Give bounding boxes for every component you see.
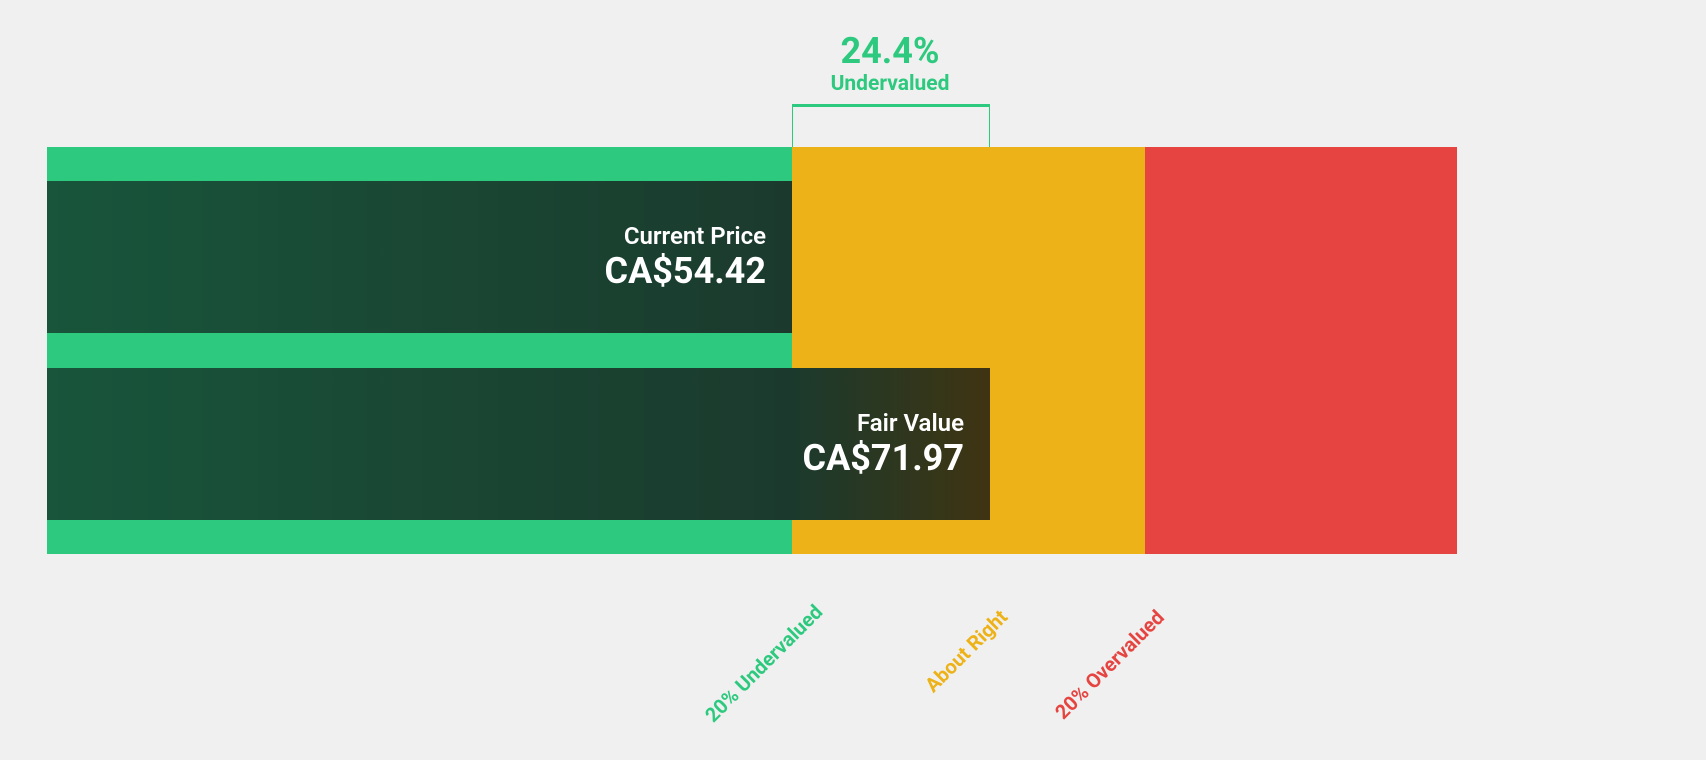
valuation-percent: 24.4% bbox=[831, 30, 950, 72]
valuation-chart: 24.4% Undervalued Current Price CA$54.42… bbox=[0, 0, 1706, 760]
bar-current-price: Current Price CA$54.42 bbox=[47, 181, 792, 333]
chart-body: Current Price CA$54.42 Fair Value CA$71.… bbox=[47, 147, 1457, 554]
axis-label-undervalued: 20% Undervalued bbox=[700, 600, 827, 727]
bar-fair-value-label: Fair Value bbox=[857, 409, 964, 437]
valuation-headline: 24.4% Undervalued bbox=[831, 30, 950, 96]
bar-fair-value: Fair Value CA$71.97 bbox=[47, 368, 990, 520]
axis-label-overvalued: 20% Overvalued bbox=[1050, 605, 1169, 724]
valuation-status: Undervalued bbox=[831, 72, 950, 96]
bar-fair-value-value: CA$71.97 bbox=[803, 437, 964, 479]
axis-label-about-right: About Right bbox=[920, 605, 1012, 697]
bar-current-price-label: Current Price bbox=[624, 222, 766, 250]
valuation-bracket bbox=[792, 104, 990, 147]
bar-current-price-value: CA$54.42 bbox=[605, 250, 766, 292]
zone-overvalued bbox=[1145, 147, 1457, 554]
